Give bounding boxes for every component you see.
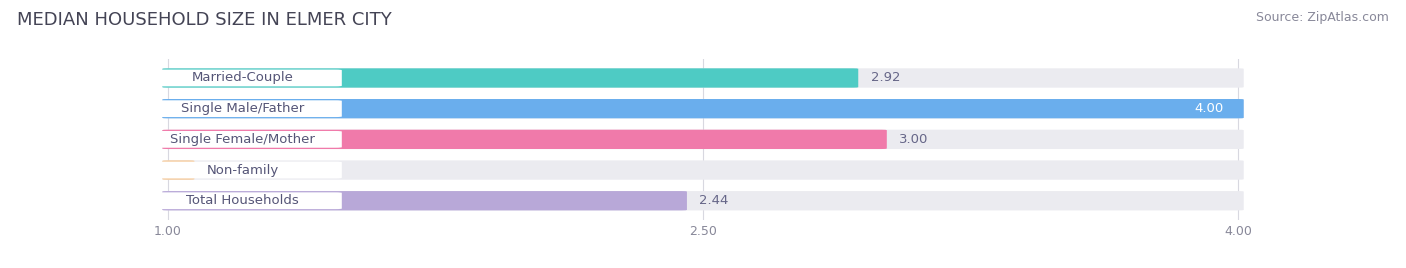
FancyBboxPatch shape — [162, 191, 688, 210]
FancyBboxPatch shape — [162, 160, 194, 180]
FancyBboxPatch shape — [143, 192, 342, 209]
Text: 2.92: 2.92 — [870, 72, 900, 84]
FancyBboxPatch shape — [143, 162, 342, 178]
Text: 3.00: 3.00 — [900, 133, 929, 146]
Text: 4.00: 4.00 — [1195, 102, 1225, 115]
Text: 1.06: 1.06 — [207, 163, 236, 177]
Text: Single Male/Father: Single Male/Father — [181, 102, 304, 115]
Text: 2.44: 2.44 — [699, 194, 728, 207]
FancyBboxPatch shape — [143, 100, 342, 117]
FancyBboxPatch shape — [162, 130, 1244, 149]
Text: Total Households: Total Households — [186, 194, 299, 207]
Text: MEDIAN HOUSEHOLD SIZE IN ELMER CITY: MEDIAN HOUSEHOLD SIZE IN ELMER CITY — [17, 11, 392, 29]
Text: Source: ZipAtlas.com: Source: ZipAtlas.com — [1256, 11, 1389, 24]
FancyBboxPatch shape — [162, 160, 1244, 180]
FancyBboxPatch shape — [162, 99, 1244, 118]
Text: Single Female/Mother: Single Female/Mother — [170, 133, 315, 146]
FancyBboxPatch shape — [143, 70, 342, 86]
FancyBboxPatch shape — [162, 191, 1244, 210]
Text: Non-family: Non-family — [207, 163, 278, 177]
FancyBboxPatch shape — [162, 99, 1244, 118]
FancyBboxPatch shape — [162, 130, 887, 149]
Text: Married-Couple: Married-Couple — [191, 72, 294, 84]
FancyBboxPatch shape — [162, 68, 1244, 88]
FancyBboxPatch shape — [143, 131, 342, 148]
FancyBboxPatch shape — [162, 68, 858, 88]
